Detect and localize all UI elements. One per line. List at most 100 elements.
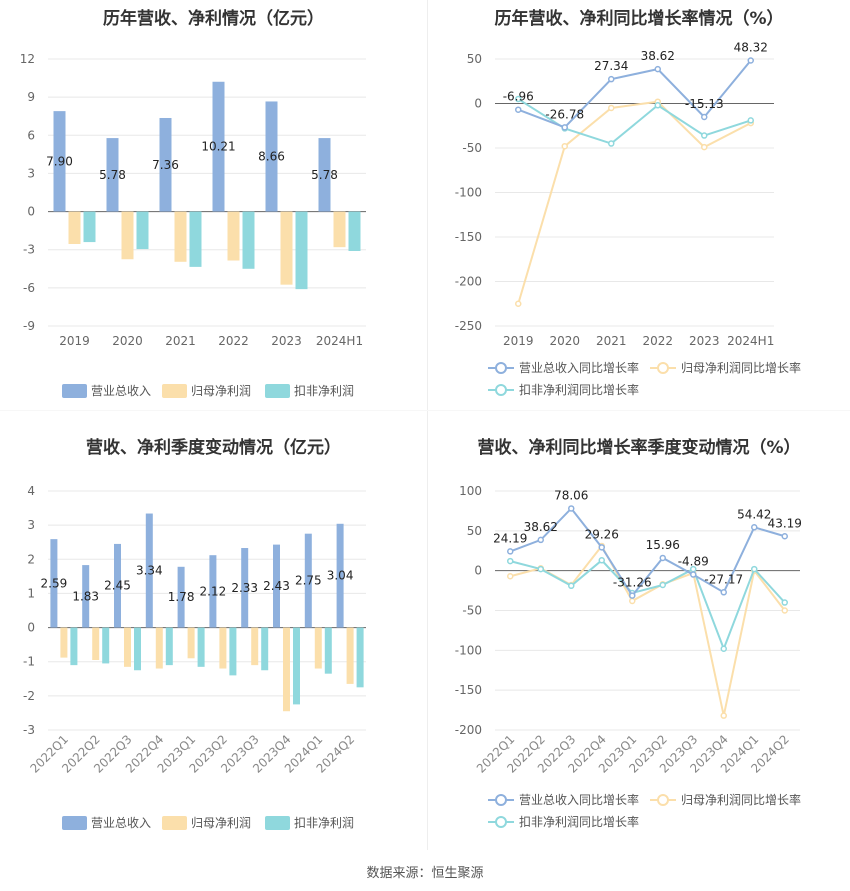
bar-deducted-profit [229,627,237,676]
line-value-label: -6.96 [503,90,534,104]
legend-label: 扣非净利润同比增长率 [519,382,639,397]
data-point [720,645,727,652]
y-tick-label: 3 [27,518,35,532]
bar-revenue [212,81,225,212]
bar-deducted-profit [324,627,332,674]
x-tick-label: 2020 [112,334,143,348]
bar-deducted-profit [261,627,269,671]
y-tick-label: 9 [27,90,35,104]
quarter-line-title: 营收、净利同比增长率季度变动情况（%） [477,438,801,458]
bar-deducted-profit [70,627,78,666]
quarter-line-panel: 营收、净利同比增长率季度变动情况（%） 100 50 0 -50 -100 -150 -20… [428,425,850,850]
bar-deducted-profit [102,627,110,664]
data-point [701,143,708,151]
line-value-label: -31.26 [613,576,652,590]
y-tick-label: -50 [462,141,482,155]
data-point [690,571,697,578]
bar-revenue [177,566,185,628]
line-value-label: -15.13 [685,97,724,111]
legend-label: 营业总收入同比增长率 [519,792,639,807]
data-point [537,565,544,573]
data-point [701,113,708,121]
y-tick-label: -150 [455,230,482,244]
legend-label: 扣非净利润 [294,816,354,830]
bar-net-profit [174,211,187,262]
line-value-label: 38.62 [641,49,675,63]
y-tick-label: 12 [20,52,35,66]
bar-net-profit [333,211,346,248]
y-tick-label: 6 [27,128,35,142]
bar-value-label: 2.12 [200,584,227,598]
x-tick-label: 2023 [689,334,720,348]
y-tick-label: 0 [474,564,482,578]
y-tick-label: -9 [23,319,35,333]
y-tick-label: -250 [455,319,482,333]
y-tick-label: 1 [27,586,35,600]
x-tick-label: 2021 [596,334,627,348]
bar-revenue [209,555,217,628]
bar-value-label: 7.90 [46,154,73,168]
x-tick-label: 2022 [642,334,673,348]
legend-swatch [62,384,87,398]
bar-deducted-profit [242,211,255,269]
bar-value-label: 2.43 [263,579,290,593]
bar-revenue [273,544,280,628]
y-tick-label: -200 [455,275,482,289]
line-value-label: 27.34 [594,59,628,73]
bar-revenue [336,523,344,628]
legend-swatch [162,384,187,398]
bar-revenue [114,543,121,628]
bar-net-profit [121,211,134,260]
bar-deducted-profit [293,627,300,705]
data-point [537,536,544,544]
legend-label: 归母净利润 [191,384,251,398]
bar-revenue [50,539,58,628]
annual-line-chart: 50 0 -50 -100 -150 -200 -250 2019 2020 2021 2022 20… [455,40,801,397]
data-point [701,132,708,139]
x-tick-label: 2024H1 [727,334,774,348]
bar-value-label: 2.45 [104,579,131,593]
data-point [507,557,514,565]
data-point [507,572,514,580]
legend-marker [495,362,507,374]
data-point [598,557,605,564]
bar-net-profit [346,627,354,684]
data-point [659,554,666,562]
legend-label: 扣非净利润同比增长率 [519,814,639,829]
y-tick-label: 3 [27,166,35,180]
bar-net-profit [219,627,227,669]
data-point [608,75,615,83]
series-line-revenue-growth [509,506,786,598]
y-tick-label: 0 [27,205,35,219]
bar-revenue [304,533,312,628]
vertical-divider [427,0,428,850]
series-line-revenue-growth [517,59,752,129]
data-point [507,548,514,555]
bar-revenue [53,111,66,212]
line-value-label: -27.17 [704,572,743,586]
bar-net-profit [314,627,322,669]
legend-swatch [62,816,87,830]
data-source: 数据来源：恒生聚源 [366,866,484,881]
bar-revenue [241,548,249,628]
data-point [568,505,575,512]
data-point [747,117,754,124]
bar-net-profit [155,627,163,669]
data-point [751,565,758,573]
bar-revenue [159,117,172,212]
y-tick-label: -150 [455,683,482,697]
y-tick-label: 50 [467,52,482,66]
bar-value-label: 1.83 [72,589,99,603]
y-tick-label: -50 [462,604,482,618]
legend-label: 营业总收入 [91,384,151,398]
line-value-label: -4.89 [678,555,709,569]
bar-deducted-profit [83,211,96,243]
x-tick-label: 2022 [218,334,249,348]
x-tick-label: 2019 [503,334,534,348]
legend-swatch [265,816,290,830]
y-tick-label: -2 [23,689,35,703]
legend-label: 营业总收入同比增长率 [519,360,639,375]
y-tick-label: 0 [474,97,482,111]
bar-revenue [318,138,331,212]
data-point [747,57,754,64]
